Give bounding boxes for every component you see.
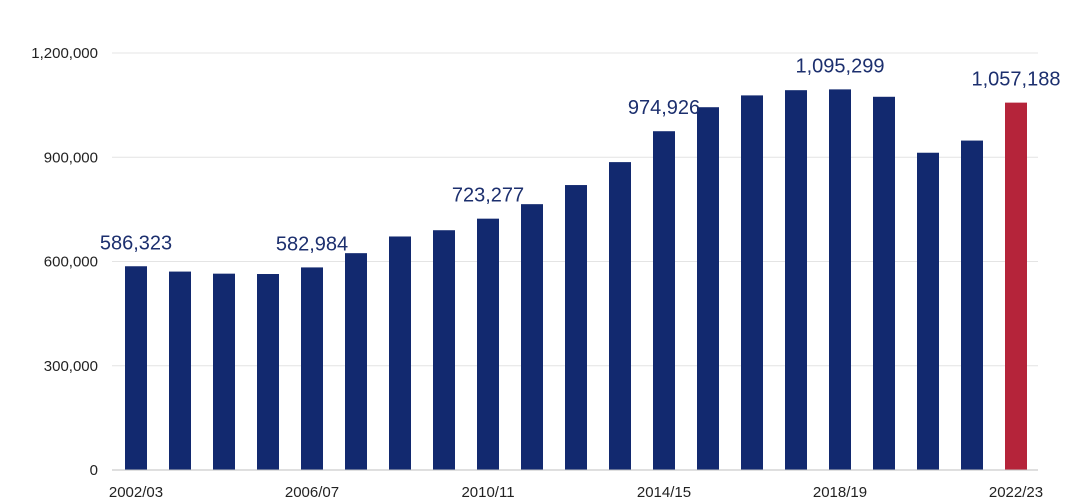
x-tick-label: 2010/11 — [461, 484, 514, 501]
y-tick-label: 300,000 — [44, 358, 98, 375]
x-tick-label: 2022/23 — [989, 484, 1043, 501]
bars — [125, 89, 1027, 471]
bar-2015-16 — [697, 107, 719, 471]
bar-2002-03 — [125, 266, 147, 470]
bar-2005-06 — [257, 274, 279, 470]
bar-2012-13 — [565, 185, 587, 471]
bar-2004-05 — [213, 273, 235, 470]
bar-2021-22 — [961, 140, 983, 470]
bar-2019-20 — [873, 96, 895, 470]
bar-2007-08 — [345, 253, 367, 470]
data-label: 582,984 — [276, 233, 348, 255]
bar-2016-17 — [741, 95, 763, 471]
bar-2011-12 — [521, 204, 543, 470]
bar-2009-10 — [433, 230, 455, 470]
y-tick-label: 600,000 — [44, 254, 98, 271]
bar-2013-14 — [609, 162, 631, 471]
y-tick-label: 900,000 — [44, 149, 98, 166]
bar-2010-11 — [477, 218, 499, 470]
data-label: 586,323 — [100, 232, 172, 254]
bar-2008-09 — [389, 236, 411, 470]
bar-2014-15 — [653, 131, 675, 471]
bar-2020-21 — [917, 152, 939, 471]
y-tick-label: 1,200,000 — [31, 45, 98, 62]
x-tick-label: 2002/03 — [109, 484, 163, 501]
data-label: 723,277 — [452, 185, 524, 207]
bar-2022-23 — [1005, 102, 1027, 470]
x-tick-label: 2014/15 — [637, 484, 691, 501]
data-label: 1,057,188 — [972, 69, 1061, 91]
labels: 0 300,000 600,000 900,000 1,200,000 586,323 20… — [31, 45, 1060, 501]
bar-2018-19 — [829, 89, 851, 470]
y-tick-label: 0 — [90, 462, 98, 479]
bar-2006-07 — [301, 267, 323, 470]
data-label: 1,095,299 — [796, 55, 885, 77]
x-tick-label: 2018/19 — [813, 484, 867, 501]
bar-2017-18 — [785, 90, 807, 471]
bar-2003-04 — [169, 271, 191, 470]
data-label: 974,926 — [628, 97, 700, 119]
x-tick-label: 2006/07 — [285, 484, 339, 501]
